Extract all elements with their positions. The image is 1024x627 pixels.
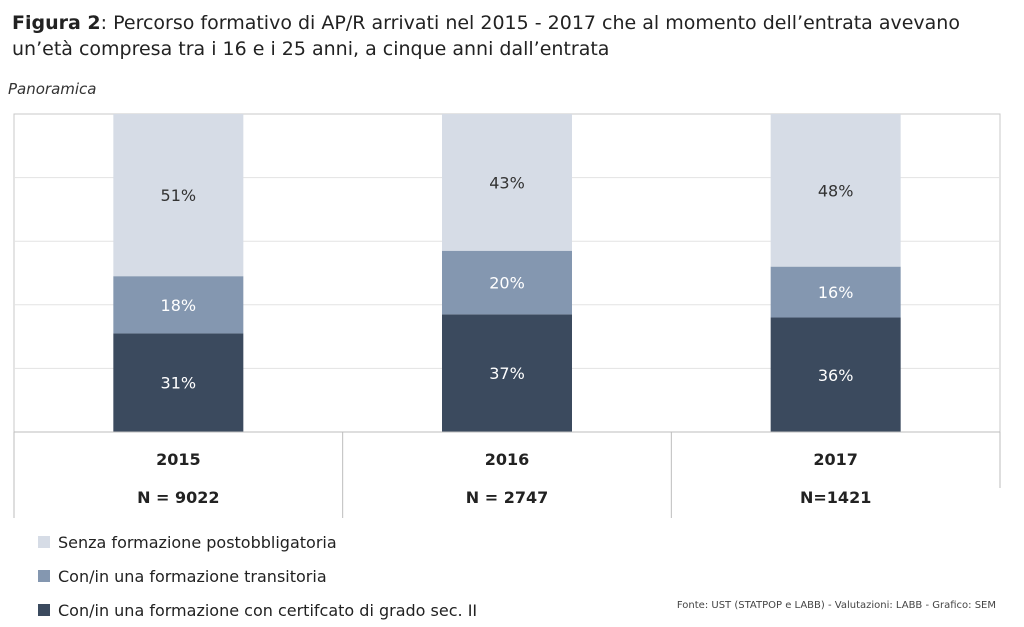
legend: Senza formazione postobbligatoria Con/in… bbox=[38, 525, 477, 627]
data-label-senza-2017: 48% bbox=[818, 181, 854, 200]
bar-senza-2017 bbox=[770, 114, 901, 267]
sample-size-label-2016: N = 2747 bbox=[466, 488, 548, 507]
title-text: : Percorso formativo di AP/R arrivati ne… bbox=[12, 12, 960, 60]
legend-label-senza: Senza formazione postobbligatoria bbox=[58, 532, 337, 552]
data-label-certificato-2016: 37% bbox=[489, 364, 525, 383]
data-label-transitoria-2015: 18% bbox=[161, 296, 197, 315]
sample-size-label-2015: N = 9022 bbox=[137, 488, 219, 507]
legend-label-transitoria: Con/in una formazione transitoria bbox=[58, 566, 327, 586]
data-label-transitoria-2017: 16% bbox=[818, 283, 854, 302]
legend-item-certificato: Con/in una formazione con certifcato di … bbox=[38, 593, 477, 627]
chart-subtitle: Panoramica bbox=[8, 80, 97, 98]
legend-swatch-transitoria bbox=[38, 570, 50, 582]
data-label-senza-2016: 43% bbox=[489, 173, 525, 192]
category-label-2017: 2017 bbox=[813, 450, 858, 469]
sample-size-label-2017: N=1421 bbox=[800, 488, 871, 507]
bar-certificato-2015 bbox=[113, 333, 244, 432]
legend-swatch-certificato bbox=[38, 604, 50, 616]
category-label-2016: 2016 bbox=[485, 450, 530, 469]
bar-certificato-2017 bbox=[770, 317, 901, 432]
bar-senza-2016 bbox=[442, 114, 572, 251]
figure-number: Figura 2 bbox=[12, 12, 101, 34]
data-label-certificato-2015: 31% bbox=[161, 374, 197, 393]
data-label-certificato-2017: 36% bbox=[818, 366, 854, 385]
data-label-senza-2015: 51% bbox=[161, 186, 197, 205]
bar-transitoria-2015 bbox=[113, 276, 244, 334]
bar-certificato-2016 bbox=[442, 314, 572, 432]
bar-senza-2015 bbox=[113, 114, 244, 277]
source-note: Fonte: UST (STATPOP e LABB) - Valutazion… bbox=[676, 600, 996, 611]
legend-item-transitoria: Con/in una formazione transitoria bbox=[38, 559, 477, 593]
legend-swatch-senza bbox=[38, 536, 50, 548]
chart-title: Figura 2: Percorso formativo di AP/R arr… bbox=[12, 10, 1012, 62]
legend-label-certificato: Con/in una formazione con certifcato di … bbox=[58, 600, 478, 620]
bar-transitoria-2016 bbox=[442, 250, 572, 315]
category-label-2015: 2015 bbox=[156, 450, 201, 469]
legend-item-senza: Senza formazione postobbligatoria bbox=[38, 525, 477, 559]
bar-transitoria-2017 bbox=[770, 266, 901, 318]
data-label-transitoria-2016: 20% bbox=[489, 274, 525, 293]
